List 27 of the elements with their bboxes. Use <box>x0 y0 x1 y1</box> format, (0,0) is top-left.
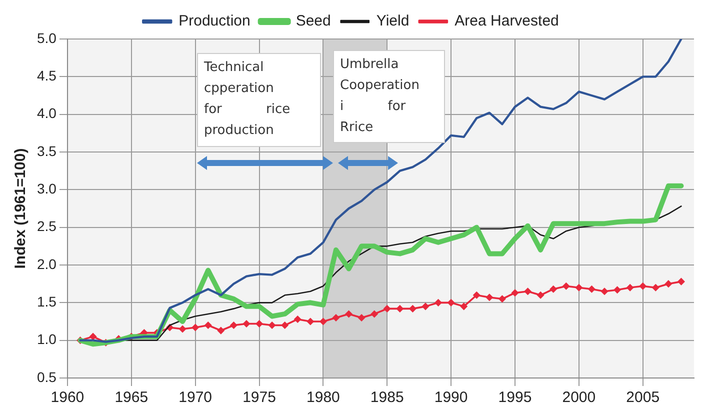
legend-label: Yield <box>376 12 410 30</box>
y-tick-label: 1.0 <box>36 331 57 348</box>
y-tick-label: 5.0 <box>36 30 57 46</box>
text-box: Umbrella Cooperation i for Rrice <box>333 50 445 143</box>
x-tick-label: 1980 <box>306 389 340 406</box>
x-tick-label: 2005 <box>626 389 660 406</box>
y-tick-label: 4.5 <box>36 68 57 84</box>
y-tick-label: 3.5 <box>36 142 57 159</box>
x-tick-label: 1965 <box>114 389 148 406</box>
x-tick-label: 1990 <box>434 389 468 406</box>
legend-label: Seed <box>296 12 331 30</box>
x-tick-label: 1995 <box>498 389 532 406</box>
y-tick-label: 2.0 <box>36 256 57 272</box>
y-axis-title: Index (1961=100) <box>12 148 30 269</box>
x-tick-label: 1970 <box>178 389 212 406</box>
x-tick-label: 1960 <box>50 389 84 406</box>
y-tick-label: 4.0 <box>36 105 57 122</box>
y-tick-label: 1.5 <box>36 294 57 310</box>
x-tick-label: 1975 <box>242 389 276 406</box>
y-tick-label: 0.5 <box>36 368 57 385</box>
text-box: Technical cpperation for rice production <box>197 53 321 147</box>
y-tick-label: 2.5 <box>36 218 57 234</box>
x-tick-label: 1985 <box>370 389 404 406</box>
legend-label: Production <box>178 12 250 30</box>
x-tick-label: 2000 <box>562 389 596 406</box>
y-tick-label: 3.0 <box>36 180 57 197</box>
legend-label: Area Harvested <box>454 12 559 30</box>
